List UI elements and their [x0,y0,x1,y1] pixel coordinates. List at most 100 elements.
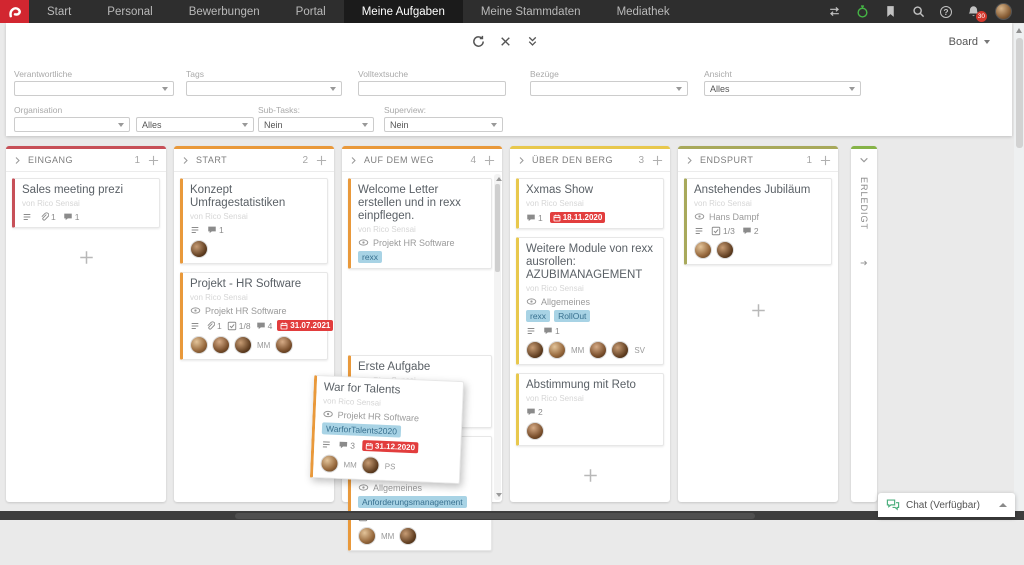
task-card[interactable]: Sales meeting prezi von Rico Sensai 1 1 [12,178,160,228]
filter-superview: Superview: Nein [384,105,503,132]
avatar[interactable] [361,456,380,475]
nav-item-start[interactable]: Start [29,0,89,23]
chevron-right-icon[interactable] [517,156,526,165]
avatar-initials[interactable]: MM [570,346,585,355]
attachment-count: 1 [205,321,222,331]
card-title: Welcome Letter erstellen und in rexx ein… [358,184,484,223]
avatar[interactable] [548,341,566,359]
task-card[interactable]: Xxmas Show von Rico Sensai 1 18.11.2020 [516,178,664,229]
user-avatar[interactable] [995,3,1012,20]
volltextsuche-input[interactable] [358,81,506,96]
chevron-right-icon[interactable] [181,156,190,165]
column-scrollbar[interactable] [494,174,501,500]
chevron-right-icon[interactable] [349,156,358,165]
tag[interactable]: Anforderungsmanagement [358,496,467,508]
nav-item-portal[interactable]: Portal [278,0,344,23]
add-card-icon[interactable] [484,155,495,166]
tag[interactable]: WarforTalents2020 [322,422,401,437]
add-card-icon[interactable] [148,155,159,166]
nav-item-meine-aufgaben[interactable]: Meine Aufgaben [344,0,463,23]
panel-tools [472,35,539,48]
task-card[interactable]: Konzept Umfragestatistiken von Rico Sens… [180,178,328,264]
comment-count: 4 [256,321,273,331]
tags-select[interactable] [186,81,342,96]
eye-icon [694,211,705,222]
card-creator: von Rico Sensai [190,212,320,221]
tag[interactable]: RollOut [554,310,590,322]
kanban-board: EINGANG 1 Sales meeting prezi von Rico S… [0,136,1024,511]
avatar[interactable] [694,241,712,259]
avatar-initials[interactable]: MM [380,532,395,541]
ansicht-select[interactable]: Alles [704,81,861,96]
due-date-badge: 18.11.2020 [550,212,606,223]
view-selector[interactable]: Board [949,36,990,48]
task-card[interactable]: Projekt - HR Software von Rico Sensai Pr… [180,272,328,360]
avatar[interactable] [190,240,208,258]
chevron-down-icon[interactable] [859,155,869,165]
add-card-button[interactable] [684,273,832,332]
avatar-initials[interactable]: SV [633,346,646,355]
notifications-bell-icon[interactable]: 30 [967,5,980,18]
superview-select[interactable]: Nein [384,117,503,132]
stopwatch-icon[interactable] [856,5,869,18]
page-vertical-scrollbar[interactable] [1014,24,1024,511]
chat-status-label: Chat (Verfügbar) [906,500,980,511]
add-card-button[interactable] [516,454,664,497]
nav-item-personal[interactable]: Personal [89,0,170,23]
task-card[interactable]: Weitere Module von rexx ausrollen: AZUBI… [516,237,664,365]
search-icon[interactable] [912,5,925,18]
nav-item-meine-stammdaten[interactable]: Meine Stammdaten [463,0,599,23]
chevron-up-icon[interactable] [999,503,1007,507]
tag[interactable]: rexx [358,251,382,263]
help-icon[interactable]: ? [940,6,952,18]
avatar-initials[interactable]: MM [342,460,358,470]
collapse-filters-icon[interactable] [526,35,539,48]
page-horizontal-scrollbar[interactable] [0,511,1024,520]
avatar[interactable] [190,336,208,354]
task-card[interactable]: Abstimmung mit Reto von Rico Sensai 2 [516,373,664,446]
chat-widget[interactable]: Chat (Verfügbar) [878,493,1015,517]
task-card[interactable]: Anstehendes Jubiläum von Rico Sensai Han… [684,178,832,265]
add-card-icon[interactable] [316,155,327,166]
avatar-initials[interactable]: MM [256,341,271,350]
scrollbar-thumb [1016,38,1023,148]
avatar[interactable] [589,341,607,359]
column-ueber-den-berg: ÜBER DEN BERG 3 Xxmas Show von Rico Sens… [510,146,670,502]
organisation-scope-select[interactable]: Alles [136,117,254,132]
card-meta: 1 1/8 4 31.07.2021 [190,320,320,331]
nav-item-bewerbungen[interactable]: Bewerbungen [171,0,278,23]
add-card-icon[interactable] [820,155,831,166]
chevron-right-icon[interactable] [13,156,22,165]
avatar-initials[interactable]: PS [384,461,397,471]
refresh-icon[interactable] [472,35,485,48]
avatar[interactable] [716,241,734,259]
chevron-right-icon[interactable] [685,156,694,165]
bezuege-select[interactable] [530,81,688,96]
avatar[interactable] [320,454,339,473]
avatar[interactable] [234,336,252,354]
add-card-icon[interactable] [652,155,663,166]
column-erledigt-collapsed[interactable]: ERLEDIGT [851,146,877,502]
subtasks-select[interactable]: Nein [258,117,374,132]
avatar[interactable] [358,527,376,545]
avatar[interactable] [212,336,230,354]
verantwortliche-select[interactable] [14,81,174,96]
organisation-select[interactable] [14,117,130,132]
bookmark-icon[interactable] [884,5,897,18]
card-reference: Allgemeines [526,296,656,307]
avatar[interactable] [526,341,544,359]
comment-count: 1 [526,213,543,223]
avatar[interactable] [399,527,417,545]
tag[interactable]: rexx [526,310,550,322]
avatar[interactable] [526,422,544,440]
rexx-logo[interactable] [0,0,29,23]
swap-icon[interactable] [828,5,841,18]
close-icon[interactable] [499,35,512,48]
add-card-button[interactable] [12,236,160,279]
avatar[interactable] [275,336,293,354]
arrow-right-icon[interactable] [859,258,869,268]
avatar[interactable] [611,341,629,359]
task-card[interactable]: Welcome Letter erstellen und in rexx ein… [348,178,492,269]
nav-item-mediathek[interactable]: Mediathek [599,0,688,23]
floating-task-card[interactable]: War for Talents von Rico Sensai Projekt … [310,375,464,484]
